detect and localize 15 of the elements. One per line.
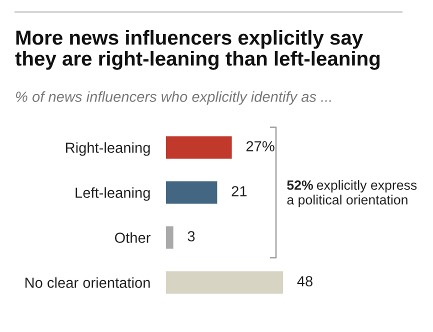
data-label: 21	[232, 186, 247, 196]
data-label: 48	[297, 276, 312, 286]
chart-title: More news influencers explicitly say they are right-leaning than left-leaning	[15, 30, 380, 70]
y-tick-label: Right-leaning	[66, 142, 150, 156]
bar	[166, 136, 232, 159]
data-label: 3	[188, 231, 195, 242]
chart-subtitle: % of news influencers who explicitly identify as ...	[16, 91, 331, 105]
bar	[166, 181, 218, 204]
text: 52% explicitly express a political orientation	[287, 180, 417, 208]
bar	[166, 226, 174, 249]
y-tick-label: Left-leaning	[76, 187, 150, 201]
data-label: 27%	[246, 141, 274, 152]
y-tick-label: No clear orientation	[25, 277, 150, 288]
y-tick-label: Other	[114, 232, 150, 243]
bar	[166, 271, 283, 294]
